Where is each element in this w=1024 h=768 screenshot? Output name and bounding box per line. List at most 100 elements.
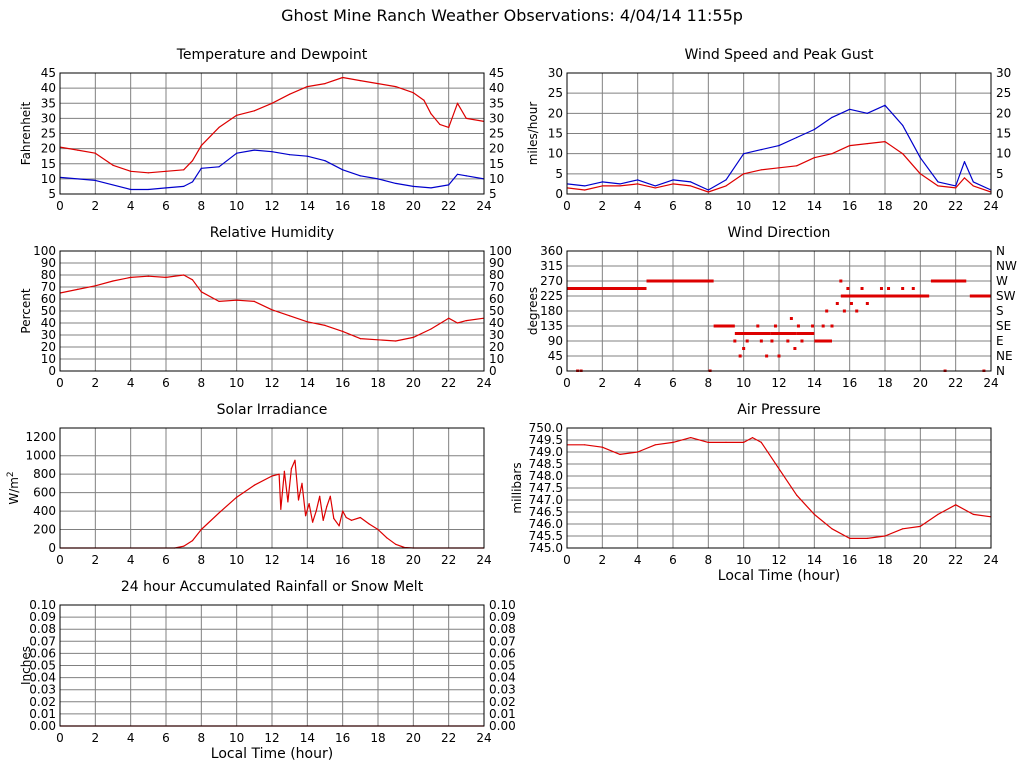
data-point <box>955 187 957 189</box>
x-tick-label: 20 <box>913 376 928 390</box>
x-tick-label: 4 <box>634 553 642 567</box>
right-tick-label: 20 <box>996 106 1011 120</box>
x-tick-label: 4 <box>127 199 135 213</box>
data-point <box>359 516 361 519</box>
right-tick-label: 80 <box>489 268 504 282</box>
series-line-blue <box>60 149 484 191</box>
direction-point <box>894 294 898 298</box>
data-point <box>271 151 273 153</box>
y-axis-label-superscript: 2 <box>6 471 16 477</box>
data-point <box>130 276 132 278</box>
x-tick-label: 16 <box>335 553 350 567</box>
x-axis-label: Local Time (hour) <box>718 568 840 584</box>
y-tick-label: 90 <box>548 334 563 348</box>
data-point <box>619 453 621 455</box>
direction-point <box>793 347 797 350</box>
x-tick-label: 22 <box>441 553 456 567</box>
direction-point <box>800 339 804 343</box>
data-point <box>637 183 639 185</box>
data-point <box>253 110 255 112</box>
data-point <box>377 339 379 341</box>
right-tick-label: 15 <box>996 127 1011 141</box>
y-tick-label: 0 <box>555 187 563 201</box>
right-tick-label: 0 <box>996 187 1004 201</box>
x-tick-label: 2 <box>92 376 100 390</box>
direction-point <box>805 332 809 335</box>
data-point <box>183 545 185 547</box>
right-tick-label: 0.02 <box>489 695 516 709</box>
direction-point <box>911 287 915 290</box>
x-tick-label: 2 <box>599 199 607 213</box>
plot-frame <box>59 604 485 727</box>
y-tick-label: 60 <box>41 292 56 306</box>
y-tick-label: 750.0 <box>529 421 563 435</box>
data-point <box>654 444 656 446</box>
data-point <box>963 177 966 179</box>
x-tick-label: 14 <box>807 553 822 567</box>
direction-point <box>825 309 829 313</box>
right-tick-label: 0.04 <box>489 671 516 685</box>
right-tick-label: 0.06 <box>489 646 516 660</box>
direction-point <box>821 324 825 328</box>
data-point <box>725 185 727 187</box>
x-tick-label: 14 <box>300 376 315 390</box>
direction-point <box>842 309 846 313</box>
x-tick-label: 12 <box>771 376 786 390</box>
data-point <box>377 82 379 85</box>
data-point <box>584 185 586 187</box>
x-tick-label: 10 <box>229 199 244 213</box>
y-tick-label: 20 <box>548 106 563 120</box>
right-tick-label: 5 <box>996 167 1004 181</box>
direction-point <box>872 294 876 298</box>
data-point <box>236 496 238 498</box>
y-tick-label: 30 <box>548 66 563 80</box>
right-tick-label: N <box>996 244 1005 258</box>
direction-point <box>879 287 883 290</box>
direction-point <box>835 302 839 305</box>
right-tick-label: W <box>996 274 1008 288</box>
x-tick-label: 8 <box>198 199 206 213</box>
x-tick-label: 24 <box>476 731 491 745</box>
data-point <box>271 309 273 311</box>
data-point <box>112 164 114 166</box>
x-tick-label: 8 <box>198 376 206 390</box>
y-tick-label: 0.10 <box>29 598 56 612</box>
data-point <box>342 76 344 79</box>
right-tick-label: 0.05 <box>489 659 516 673</box>
x-tick-label: 12 <box>771 199 786 213</box>
x-tick-label: 16 <box>335 199 350 213</box>
data-point <box>690 185 692 187</box>
data-point <box>963 161 966 163</box>
direction-point <box>849 302 853 305</box>
grid <box>567 73 991 194</box>
y-tick-label: 100 <box>33 244 56 258</box>
x-tick-label: 10 <box>736 553 751 567</box>
data-point <box>672 441 674 443</box>
y-axis-label-text: miles/hour <box>526 102 540 166</box>
right-tick-label: N <box>996 364 1005 378</box>
y-tick-label: 0.07 <box>29 634 56 648</box>
x-tick-label: 14 <box>300 731 315 745</box>
data-point <box>306 86 308 88</box>
y-tick-label: 180 <box>540 304 563 318</box>
x-tick-label: 2 <box>599 376 607 390</box>
y-tick-label: 40 <box>41 316 56 330</box>
x-tick-label: 8 <box>198 553 206 567</box>
y-tick-label: 15 <box>548 127 563 141</box>
right-tick-label: 10 <box>489 352 504 366</box>
data-point <box>368 523 370 525</box>
data-point <box>866 112 868 114</box>
y-tick-label: 0.00 <box>29 719 56 733</box>
x-tick-label: 18 <box>877 199 892 213</box>
data-point <box>866 142 868 145</box>
plot-area <box>60 76 484 191</box>
data-point <box>271 102 273 104</box>
data-point <box>707 441 709 443</box>
data-point <box>290 468 293 470</box>
x-tick-label: 8 <box>198 731 206 745</box>
y-tick-label: 0.03 <box>29 683 56 697</box>
right-tick-label: E <box>996 334 1004 348</box>
x-tick-label: 22 <box>441 376 456 390</box>
